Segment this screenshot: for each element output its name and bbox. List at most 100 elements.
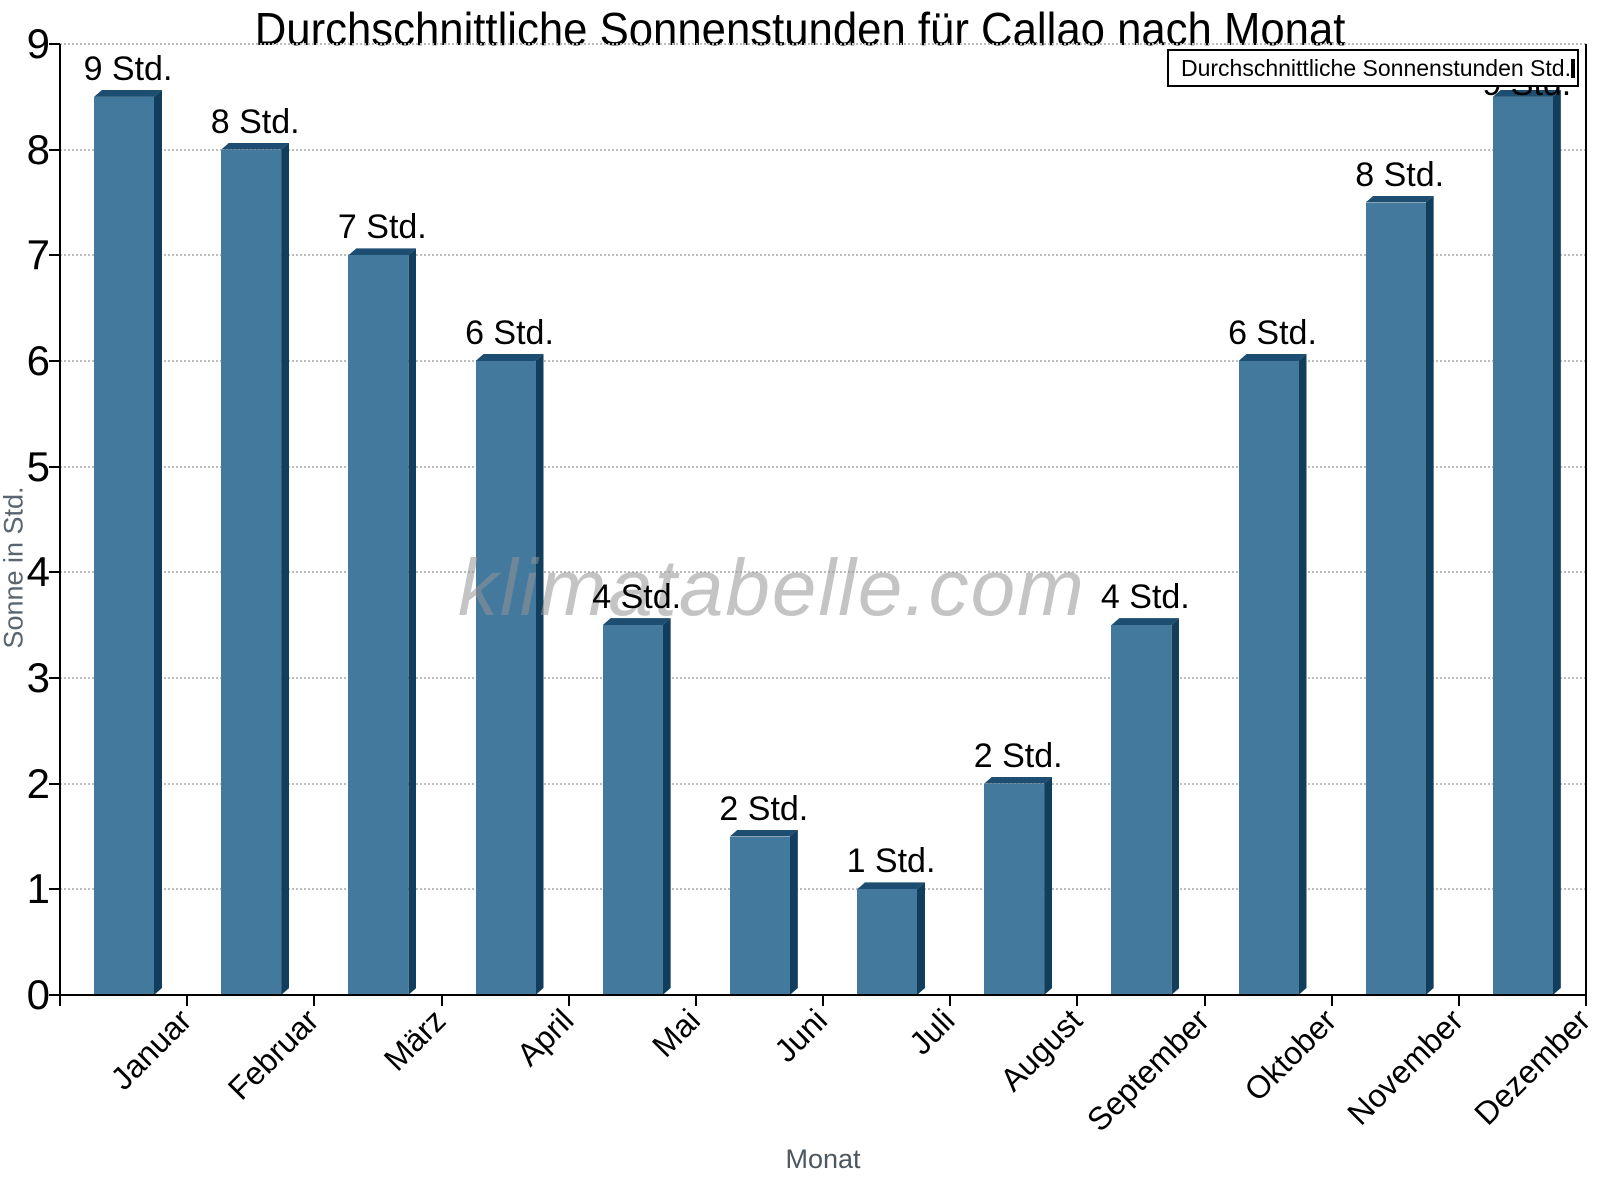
y-tick-label: 6 <box>26 337 50 384</box>
bar-märz <box>348 255 409 995</box>
x-axis-line <box>59 994 1587 996</box>
x-tick <box>822 995 824 1006</box>
month-label-märz: März <box>377 1002 453 1078</box>
bar-top-face <box>476 354 544 361</box>
y-tick <box>49 888 60 891</box>
y-tick <box>49 360 60 362</box>
month-label-september: September <box>1079 1002 1216 1139</box>
bar-top-face <box>1366 196 1434 203</box>
bar-mai <box>602 625 663 995</box>
bar-top-face <box>221 143 289 150</box>
x-tick <box>186 995 189 1006</box>
bar-side-face <box>663 618 671 995</box>
bar-september <box>1111 625 1172 995</box>
gridline-4 <box>60 571 1586 574</box>
bar-value-label: 6 Std. <box>465 314 554 352</box>
bar-top-face <box>984 777 1052 784</box>
bar-side-face <box>281 143 289 995</box>
x-tick <box>440 995 443 1006</box>
gridline-9 <box>60 43 1586 45</box>
bar-side-face <box>1044 777 1052 995</box>
x-tick <box>313 995 316 1006</box>
bar-dezember <box>1492 96 1553 995</box>
x-tick <box>1203 995 1206 1006</box>
y-tick-label: 4 <box>26 548 50 596</box>
y-tick <box>49 43 60 45</box>
x-tick <box>1457 995 1460 1006</box>
x-tick <box>694 995 697 1006</box>
gridline-2 <box>60 782 1586 785</box>
gridline-1 <box>60 888 1586 891</box>
y-tick-label: 7 <box>26 231 50 279</box>
bar-juli <box>857 889 917 995</box>
month-label-juni: Juni <box>767 1002 835 1069</box>
x-axis-title: Monat <box>785 1144 861 1174</box>
y-tick <box>49 677 60 679</box>
bar-top-face <box>1493 90 1561 97</box>
bar-side-face <box>154 90 162 995</box>
month-label-juli: Juli <box>902 1002 962 1062</box>
bar-side-face <box>917 882 925 995</box>
bar-top-face <box>348 248 416 255</box>
bar-side-face <box>536 354 544 995</box>
month-label-mai: Mai <box>645 1002 708 1064</box>
legend-label: Durchschnittliche Sonnenstunden Std. <box>1181 54 1571 81</box>
y-axis-line <box>59 44 61 997</box>
month-label-februar: Februar <box>221 1002 326 1107</box>
chart-title: Durchschnittliche Sonnenstunden für Call… <box>254 3 1346 55</box>
y-tick-label: 2 <box>26 759 50 807</box>
bar-juni <box>729 836 790 995</box>
bar-oktober <box>1238 361 1299 995</box>
bar-april <box>475 361 536 995</box>
gridline-3 <box>60 677 1586 679</box>
y-tick <box>49 994 60 996</box>
bar-value-label: 2 Std. <box>719 789 809 828</box>
bar-side-face <box>790 830 798 996</box>
bar-side-face <box>408 248 416 995</box>
bar-value-label: 7 Std. <box>337 208 427 247</box>
y-tick-label: 0 <box>26 971 50 1018</box>
month-label-oktober: Oktober <box>1237 1002 1344 1108</box>
y-tick <box>49 465 60 468</box>
bar-november <box>1365 202 1426 995</box>
y-tick-label: 9 <box>26 20 50 67</box>
bar-side-face <box>1171 618 1179 995</box>
bar-value-label: 9 Std. <box>83 49 173 88</box>
legend-swatch-icon <box>1570 58 1575 78</box>
bar-value-label: 1 Std. <box>846 842 936 881</box>
bar-januar <box>94 96 154 995</box>
bar-top-face <box>1239 354 1307 361</box>
y-tick-label: 5 <box>26 442 50 490</box>
bar-value-label: 6 Std. <box>1228 314 1317 352</box>
legend-box: Durchschnittliche Sonnenstunden Std. <box>1167 49 1579 87</box>
y-tick <box>49 571 60 574</box>
bar-value-label: 2 Std. <box>973 736 1063 775</box>
bar-top-face <box>730 830 798 837</box>
gridline-6 <box>60 360 1586 362</box>
x-tick <box>1330 995 1333 1006</box>
bar-side-face <box>1426 196 1434 996</box>
x-tick <box>949 995 952 1006</box>
y-tick <box>49 148 60 151</box>
bar-side-face <box>1299 354 1307 995</box>
x-tick <box>567 995 570 1006</box>
month-label-november: November <box>1340 1002 1471 1132</box>
gridline-7 <box>60 254 1586 257</box>
gridline-5 <box>60 465 1586 468</box>
bar-top-face <box>94 90 162 97</box>
bar-top-face <box>1111 618 1179 625</box>
bar-value-label: 8 Std. <box>210 102 300 141</box>
month-label-august: August <box>992 1002 1089 1098</box>
y-tick-label: 8 <box>26 125 50 173</box>
x-tick <box>1076 995 1079 1006</box>
y-tick <box>49 254 60 257</box>
bar-value-label: 8 Std. <box>1355 155 1445 194</box>
month-label-dezember: Dezember <box>1467 1002 1598 1132</box>
plot-right-border <box>1585 44 1587 996</box>
bar-value-label: 4 Std. <box>592 578 682 617</box>
y-tick-label: 1 <box>26 865 50 913</box>
y-tick-label: 3 <box>26 654 50 701</box>
x-tick <box>1585 995 1587 1006</box>
bar-top-face <box>603 618 671 625</box>
